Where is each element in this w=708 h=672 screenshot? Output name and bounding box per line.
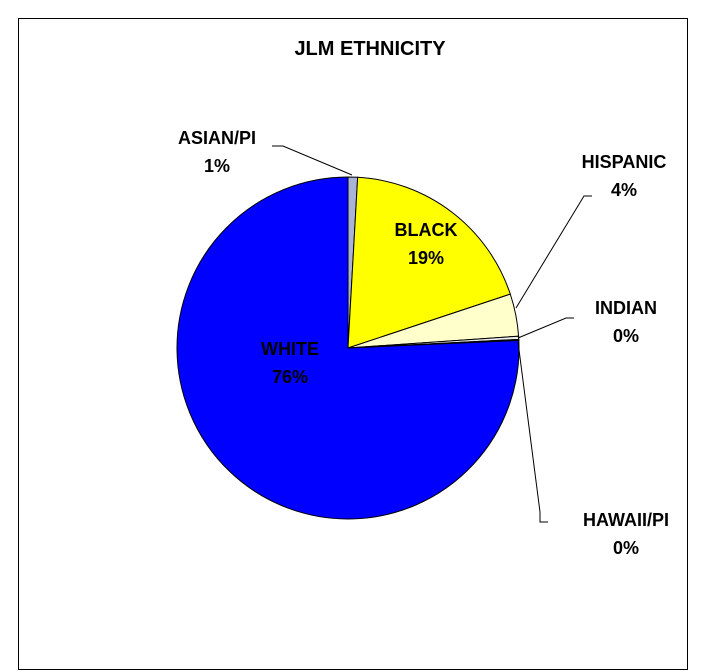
pie-slice-black [347,176,511,349]
pie-slice-white [176,176,520,520]
label-hawaii-pct: 0% [613,538,639,558]
label-asian-name: ASIAN/PI [178,128,256,148]
leader-lines [272,145,592,523]
leader-indian [517,317,574,339]
label-indian-name: INDIAN [595,298,657,318]
chart-title: JLM ETHNICITY [294,38,446,60]
leader-hispanic [515,195,592,309]
label-hawaii-name: HAWAII/PI [583,510,669,530]
leader-hawaii [517,341,548,523]
label-black-pct: 19% [408,248,444,268]
label-black-name: BLACK [395,220,458,240]
leader-asian [272,145,353,176]
label-hispanic-name: HISPANIC [582,152,667,172]
label-asian-pct: 1% [204,156,230,176]
pie-slices [176,176,520,520]
label-white-name: WHITE [261,339,319,359]
label-hispanic-pct: 4% [611,180,637,200]
label-white-pct: 76% [272,367,308,387]
label-indian-pct: 0% [613,326,639,346]
